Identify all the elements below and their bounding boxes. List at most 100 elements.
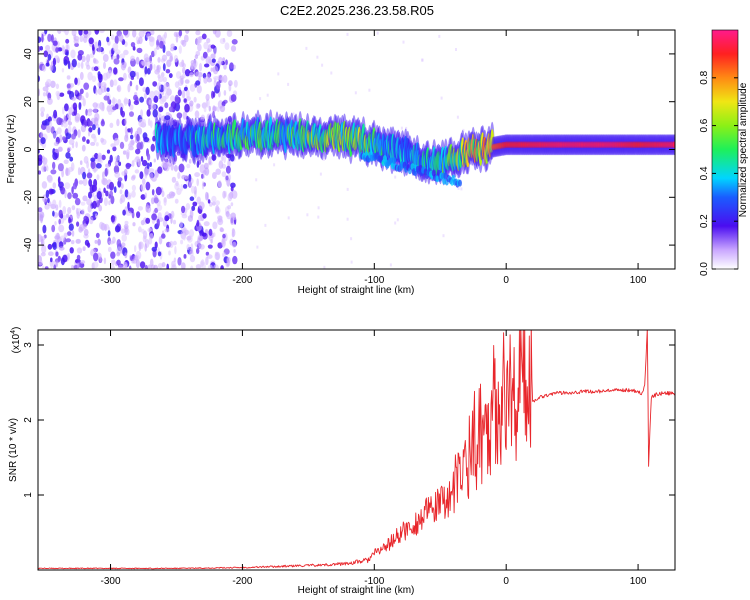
snr-x-ticks: -300 -200 -100 0 100 [101,330,647,587]
spectrogram-noise-mark [189,196,195,201]
spectrogram-noise-mark [47,175,53,184]
spectrogram-noise-mark [165,69,171,74]
spectrogram-noise-mark [93,136,97,143]
spectrogram-noise-mark [138,77,144,87]
spectrogram-noise-mark [88,37,94,45]
spectrogram-noise-mark [102,72,109,81]
spectrogram-noise-mark [80,260,86,265]
spectrogram-noise-mark [41,33,44,43]
spectrogram-speck [255,178,258,182]
spectrogram-noise-mark [89,216,94,225]
spectrogram-noise-mark [48,251,54,256]
spectrogram-noise-mark [86,139,90,144]
spectrogram-noise-mark [157,76,164,83]
spectrogram-noise-mark [190,265,194,269]
spectrogram-noise-mark [160,72,165,78]
spectrogram-noise-mark [166,263,169,269]
spectrogram-speck [306,213,309,217]
spectrogram-noise-mark [148,237,153,245]
spectrogram-noise-mark [208,105,211,112]
spectrogram-noise-mark [116,239,122,248]
spectrogram-noise-mark [53,109,58,119]
spectrogram-noise-mark [205,191,209,201]
spectrogram-noise-mark [43,50,49,58]
spectrogram-speck [317,206,320,210]
spectrogram-noise-mark [42,159,47,166]
spectrogram-noise-mark [54,221,57,226]
spectrogram-noise-mark [76,221,80,227]
spectrogram-noise-mark [66,83,71,89]
spectrogram-noise-mark [124,252,128,259]
spectrogram-noise-mark [231,39,238,45]
spectrogram-noise-mark [177,257,182,266]
spectrogram-noise-mark [73,38,79,44]
spectrogram-noise-mark [123,72,127,81]
spectrogram-speck [292,112,295,116]
spectrogram-noise-mark [215,200,221,206]
spectrogram-noise-mark [207,244,213,249]
spectrogram-noise-mark [135,56,140,65]
spectrogram-noise-mark [130,55,135,62]
spectrogram-noise-mark [180,184,183,192]
spectrogram-noise-mark [187,215,193,222]
spectrogram-noise-mark [110,195,115,205]
spectrogram-noise-mark [114,171,121,178]
spectrogram-noise-mark [217,179,222,188]
spectrogram-noise-mark [217,74,224,81]
spectrogram-noise-mark [127,201,130,211]
spectrogram-speck [440,96,443,100]
spectrogram-noise-mark [201,33,207,40]
spectrogram-speck [394,221,397,225]
spectrogram-noise-mark [83,30,89,35]
spectrogram-noise-mark [162,76,167,83]
spectrogram-noise-mark [109,181,114,191]
spectrogram-noise-mark [170,53,173,62]
spectrogram-noise-mark [179,61,185,68]
spectrogram-noise-mark [41,244,47,254]
spectrogram-noise-mark [225,59,228,66]
spectrogram-noise-mark [46,78,52,85]
spectrogram-noise-mark [52,152,58,160]
spectrogram-noise-mark [218,160,224,169]
spectrogram-noise-mark [100,137,104,143]
spectrogram-noise-mark [147,227,152,233]
spectrogram-noise-mark [72,192,79,199]
spectrogram-noise-mark [184,69,191,77]
spectrogram-noise-mark [190,178,194,184]
spectrogram-noise-mark [215,168,221,175]
spectrogram-noise-mark [61,68,65,73]
spectrogram-noise-mark [178,163,185,173]
spectrogram-noise-mark [59,92,65,97]
spectrogram-noise-mark [40,239,44,246]
spectrogram-noise-mark [44,266,49,269]
spectrogram-noise-mark [162,63,166,72]
spectrogram-noise-mark [41,265,45,269]
spectrogram-noise-mark [128,265,132,269]
spectrogram-noise-mark [71,186,74,195]
spectrogram-speck [266,93,269,97]
spectrogram-noise-mark [90,160,96,170]
snr-x-label: Height of straight line (km) [298,585,415,596]
spectrogram-noise-mark [132,30,137,38]
spectrogram-noise-mark [58,199,62,208]
chart-title: C2E2.2025.236.23.58.R05 [280,3,434,18]
spectrogram-noise-mark [114,35,119,45]
spectrogram-noise-mark [226,30,233,37]
spectrogram-noise-mark [189,84,196,92]
x-tick-label: -200 [232,275,252,286]
spectrogram-noise-mark [226,259,230,266]
spectrogram-noise-mark [124,126,128,135]
spectrogram-noise-mark [75,141,78,149]
spectrogram-noise-mark [149,172,154,180]
spectrogram-noise-mark [79,224,85,232]
spectrogram-noise-mark [44,203,50,210]
spectrogram-noise-mark [195,264,202,269]
spectrogram-noise-mark [92,124,96,131]
spectrogram-noise-mark [71,58,77,68]
spectrogram-noise-mark [191,185,195,194]
spectrogram-noise-mark [68,217,71,224]
spectrogram-noise-mark [164,215,170,222]
spectrogram-noise-mark [120,183,124,189]
spectrogram-noise-mark [212,172,217,179]
